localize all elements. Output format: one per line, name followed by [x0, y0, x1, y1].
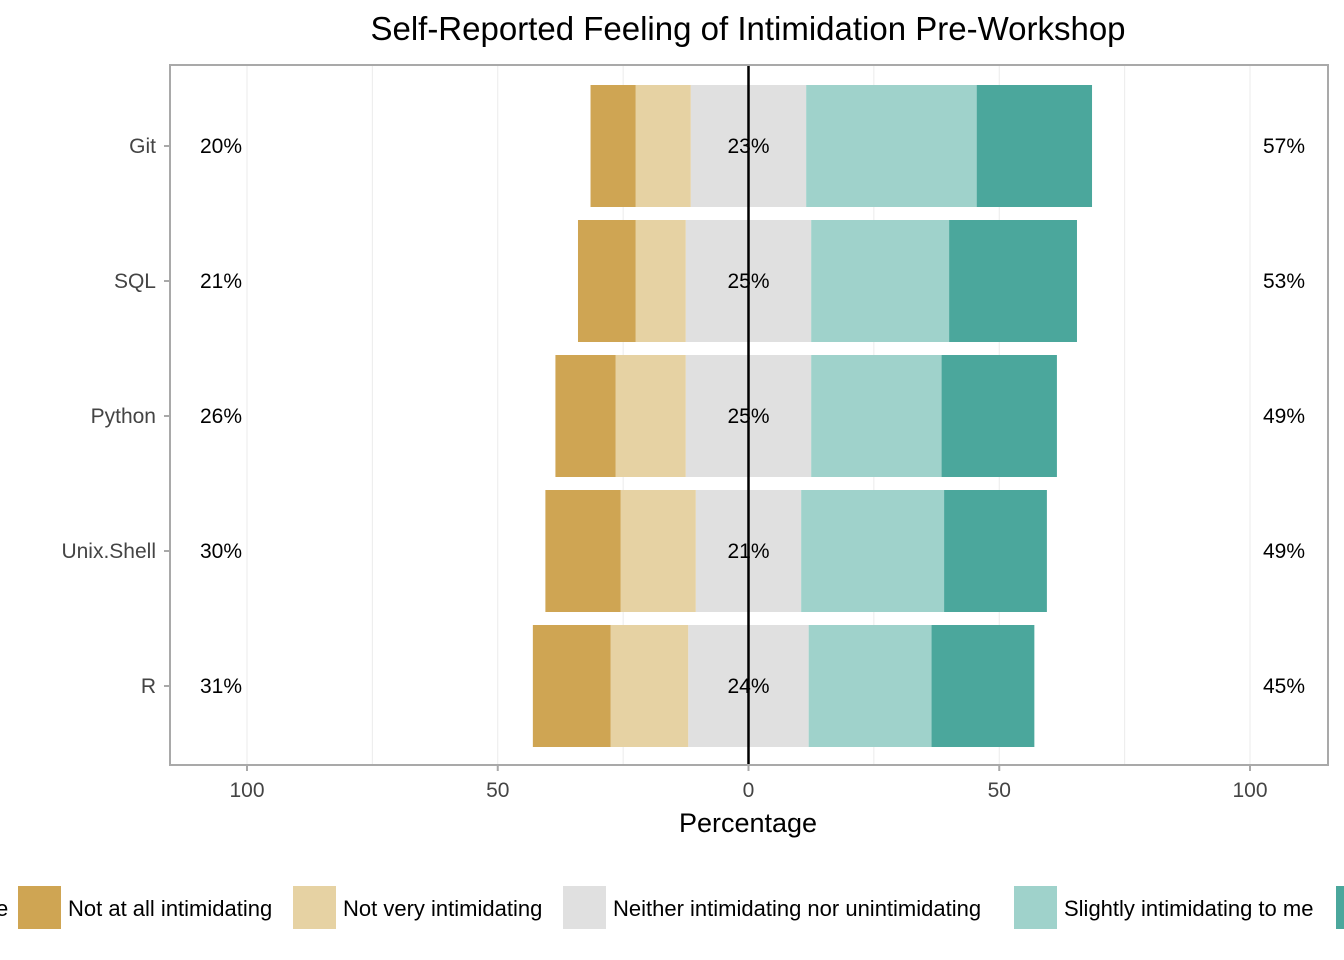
- left-total-label: 26%: [200, 405, 242, 428]
- bar-labels: 20% 23% 57% 21% 25% 53% 26% 25% 49% 30% 21% 49% 31% 2…: [200, 135, 1305, 698]
- legend-label: Not at all intimidating: [68, 896, 272, 921]
- legend-key: [18, 886, 61, 929]
- legend-key: [563, 886, 606, 929]
- bars: [532, 85, 1093, 747]
- x-tick-label: 50: [486, 779, 509, 802]
- y-tick-label: R: [141, 675, 156, 698]
- bar-slightly: [811, 355, 942, 477]
- right-total-label: 57%: [1263, 135, 1305, 158]
- y-tick-label: SQL: [114, 270, 156, 293]
- right-total-label: 53%: [1263, 270, 1305, 293]
- bar-slightly: [801, 490, 945, 612]
- bar-not-at-all: [532, 625, 611, 747]
- neutral-label: 24%: [727, 675, 769, 698]
- y-tick-label: Git: [129, 135, 156, 158]
- left-total-label: 20%: [200, 135, 242, 158]
- bar-not-very: [615, 355, 686, 477]
- legend-key: [1014, 886, 1057, 929]
- bar-not-at-all: [545, 490, 621, 612]
- neutral-label: 23%: [727, 135, 769, 158]
- bar-very: [931, 625, 1035, 747]
- bar-very: [976, 85, 1093, 207]
- bar-very: [941, 355, 1057, 477]
- x-tick-label: 0: [743, 779, 755, 802]
- neutral-label: 21%: [727, 540, 769, 563]
- legend: e Not at all intimidating Not very intimid…: [0, 886, 1344, 929]
- chart-title: Self-Reported Feeling of Intimidation Pr…: [370, 10, 1125, 47]
- legend-label: Neither intimidating nor unintimidating: [613, 896, 981, 921]
- legend-key: [293, 886, 336, 929]
- bar-not-at-all: [590, 85, 636, 207]
- legend-label: Slightly intimidating to me: [1064, 896, 1313, 921]
- bar-very: [944, 490, 1047, 612]
- left-total-label: 31%: [200, 675, 242, 698]
- bar-not-very: [620, 490, 696, 612]
- x-axis-title: Percentage: [679, 808, 817, 838]
- x-tick-label: 100: [229, 779, 264, 802]
- bar-not-at-all: [555, 355, 616, 477]
- legend-title: e: [0, 896, 8, 921]
- left-total-label: 30%: [200, 540, 242, 563]
- x-axis: 100 50 0 50 100: [229, 765, 1268, 802]
- y-tick-label: Unix.Shell: [61, 540, 156, 563]
- bar-very: [949, 220, 1077, 342]
- x-tick-label: 100: [1232, 779, 1267, 802]
- bar-not-very: [610, 625, 689, 747]
- bar-slightly: [806, 85, 977, 207]
- right-total-label: 45%: [1263, 675, 1305, 698]
- bar-not-at-all: [577, 220, 636, 342]
- bar-not-very: [635, 220, 686, 342]
- legend-key: [1336, 886, 1344, 929]
- neutral-label: 25%: [727, 270, 769, 293]
- bar-slightly: [811, 220, 950, 342]
- y-tick-label: Python: [91, 405, 156, 428]
- right-total-label: 49%: [1263, 405, 1305, 428]
- bar-slightly: [808, 625, 932, 747]
- y-axis: Git SQL Python Unix.Shell R: [61, 135, 170, 698]
- neutral-label: 25%: [727, 405, 769, 428]
- right-total-label: 49%: [1263, 540, 1305, 563]
- legend-label: Not very intimidating: [343, 896, 542, 921]
- x-tick-label: 50: [988, 779, 1011, 802]
- bar-not-very: [635, 85, 691, 207]
- left-total-label: 21%: [200, 270, 242, 293]
